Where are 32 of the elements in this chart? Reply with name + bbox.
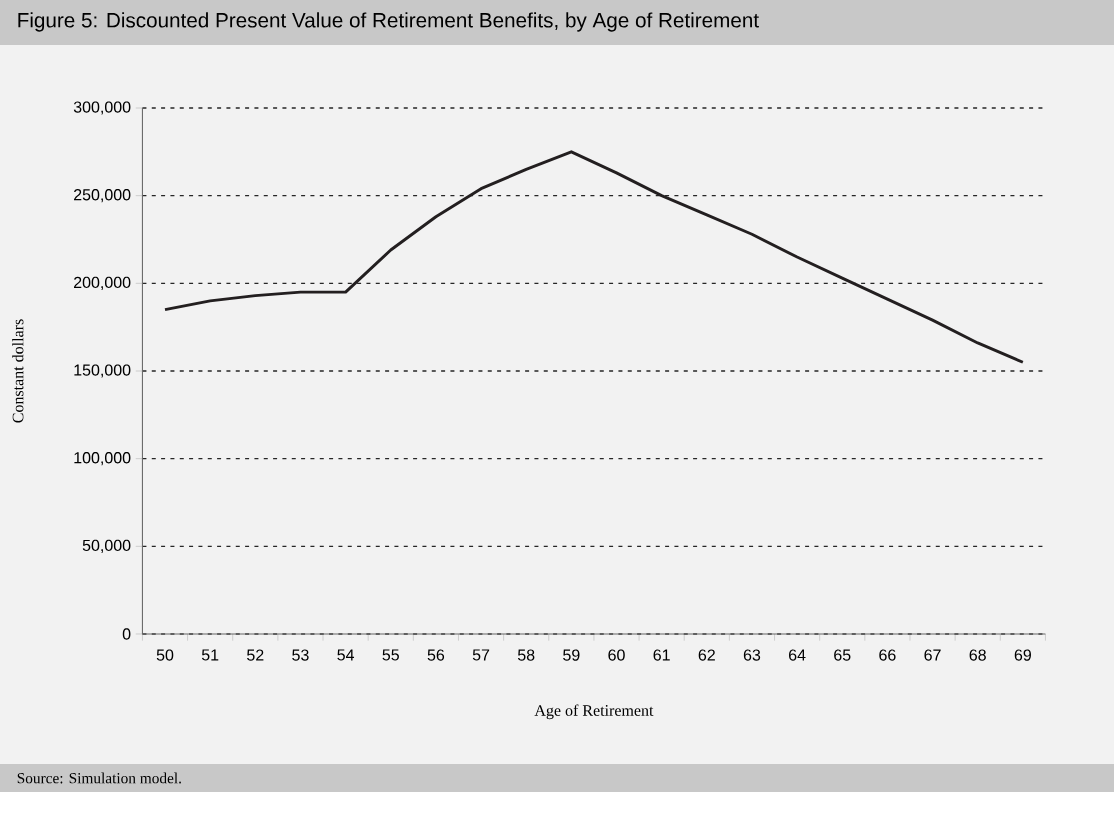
x-tick-label: 58 [517,649,535,661]
x-tick-label: 54 [337,649,355,661]
x-tick-label: 69 [1014,649,1031,661]
y-tick-label: 200,000 [74,276,131,290]
x-tick-label: 68 [969,649,986,661]
line-series [163,150,1025,364]
y-tick-label: 250,000 [74,189,131,203]
x-tick-label: 52 [247,649,264,661]
x-tick-label: 66 [879,649,896,661]
chart-title: Figure 5: Discounted Present Value of Retirement Benefits, by Age of Retirement [18,12,759,32]
x-tick-label: 59 [563,649,580,661]
y-tick-label: 300,000 [73,101,131,115]
x-tick-label: 65 [834,649,851,661]
y-tick-label: 0 [122,628,131,640]
x-tick-label: 61 [653,649,670,661]
x-tick-label: 67 [924,649,941,661]
source-note: Source: Simulation model. [17,772,181,784]
x-tick-label: 55 [382,649,399,661]
x-tick-label: 50 [156,649,174,661]
x-tick-label: 53 [292,649,309,661]
x-tick-label: 57 [472,649,490,661]
y-axis-title: Constant dollars [12,319,24,423]
x-tick-label: 63 [743,649,761,661]
y-tick-label: 50,000 [82,539,131,553]
x-tick-label: 60 [608,649,625,661]
y-tick-label: 100,000 [74,452,131,466]
x-tick-label: 56 [427,649,445,661]
x-tick-label: 62 [698,649,715,661]
x-tick-label: 51 [201,649,219,661]
x-axis-title: Age of Retirement [534,704,654,720]
x-tick-label: 64 [789,649,806,661]
y-tick-label: 150,000 [74,364,131,378]
